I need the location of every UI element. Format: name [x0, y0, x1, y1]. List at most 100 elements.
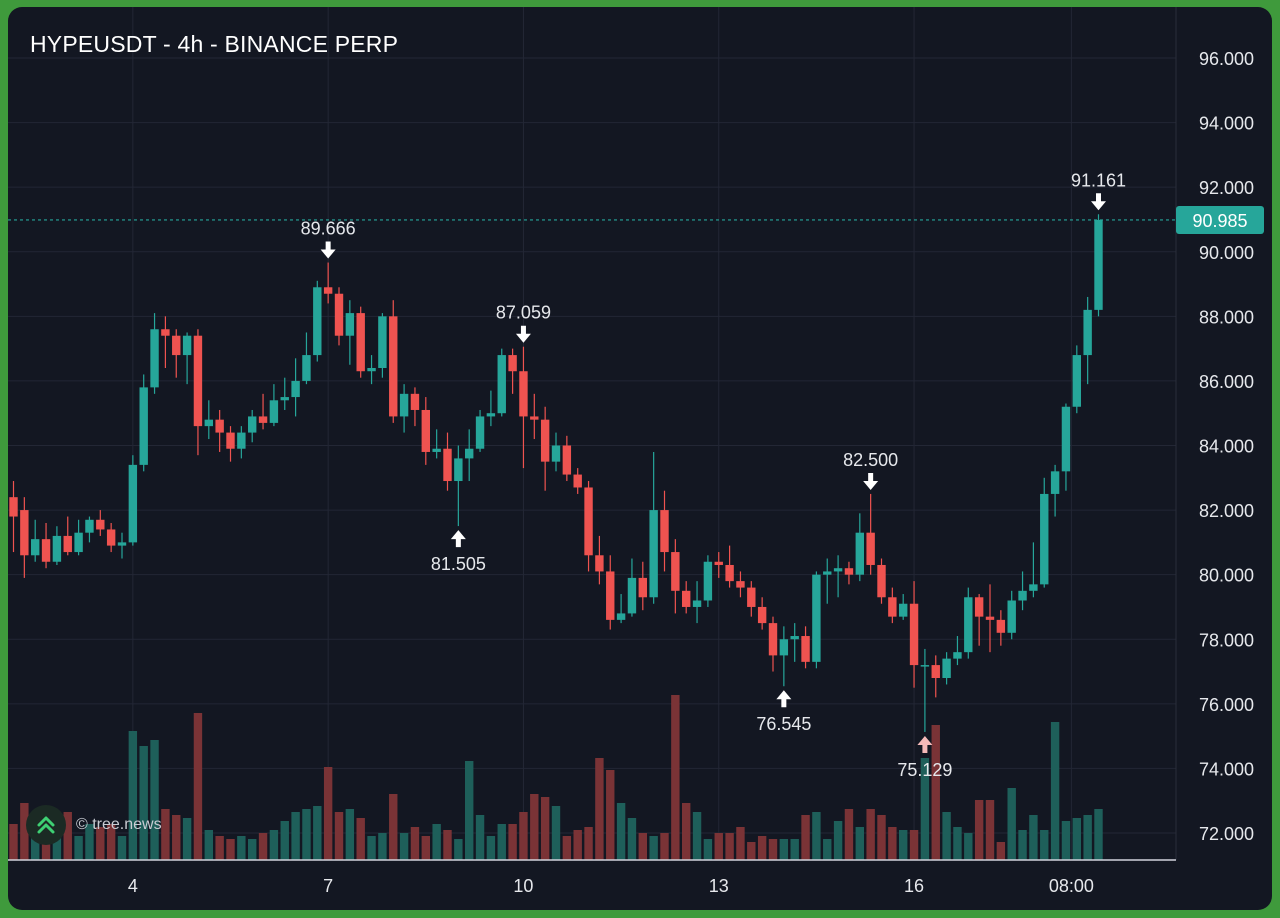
candle-body	[182, 335, 192, 356]
y-tick-label: 80.000	[1199, 566, 1254, 586]
candle	[1029, 542, 1038, 598]
volume-bar	[519, 812, 528, 860]
volume-bar	[139, 746, 148, 860]
volume-bar	[443, 830, 452, 860]
candle	[345, 300, 355, 365]
volume-bar	[974, 800, 984, 860]
candle	[931, 655, 940, 698]
candle-body	[150, 329, 159, 388]
arrow-up-icon	[776, 690, 792, 708]
candle	[313, 280, 322, 362]
candle	[291, 358, 300, 417]
volume-bar	[877, 815, 886, 860]
candle-body	[486, 413, 496, 417]
candle	[530, 393, 539, 440]
candle-body	[931, 665, 940, 678]
candlestick-chart[interactable]: 96.000 94.000 92.000 90.000 88.000 86.000 84.0…	[8, 7, 1272, 910]
volume-bar	[215, 836, 224, 860]
candle	[486, 390, 496, 427]
candle-body	[768, 623, 778, 656]
candle-body	[855, 532, 864, 575]
volume-bar	[237, 836, 246, 860]
x-tick-label: 10	[513, 876, 533, 896]
candle-body	[888, 597, 897, 617]
candle	[551, 432, 561, 472]
candle-body	[475, 416, 485, 449]
candle	[1072, 345, 1081, 414]
volume-bar	[475, 815, 485, 860]
volume-bar	[779, 839, 789, 860]
candle-body	[660, 510, 669, 553]
candle	[1050, 464, 1060, 517]
volume-bar	[497, 824, 506, 860]
last-price-tag	[1176, 205, 1264, 234]
arrow-up-icon	[450, 530, 466, 548]
candle-body	[443, 448, 452, 482]
candle	[562, 435, 572, 482]
candle	[974, 594, 984, 646]
volume-bar	[714, 833, 723, 860]
candle-body	[606, 571, 615, 620]
candle-body	[323, 287, 333, 294]
volume-bar	[1083, 815, 1092, 860]
candle	[378, 313, 387, 378]
candle	[540, 406, 550, 491]
candle-body	[454, 458, 463, 482]
volume-bar	[909, 830, 919, 860]
candle-body	[519, 371, 528, 417]
candle	[638, 561, 647, 611]
volume-bar	[367, 836, 376, 860]
volume-bar	[280, 821, 289, 860]
volume-bar	[551, 806, 561, 860]
candle	[508, 348, 517, 394]
candle	[725, 545, 734, 588]
watermark-text: © tree.news	[76, 816, 162, 833]
candle-body	[833, 568, 843, 572]
candle-body	[551, 445, 561, 462]
candle-body	[1050, 471, 1060, 494]
candle	[269, 384, 279, 427]
candle-body	[334, 293, 344, 336]
volume-bar	[74, 836, 83, 860]
volume-bar	[128, 731, 138, 860]
volume-bar	[302, 809, 311, 860]
candle	[1018, 571, 1027, 611]
annotation-label: 76.545	[756, 714, 811, 734]
candle-body	[389, 316, 398, 417]
candle-body	[20, 510, 29, 556]
x-tick-label: 13	[709, 876, 729, 896]
candle-body	[367, 368, 376, 372]
volume-bar	[432, 824, 441, 860]
candle-body	[801, 636, 810, 662]
candle-body	[1094, 219, 1103, 310]
volume-bar	[606, 770, 615, 860]
volume-bar	[725, 833, 734, 860]
candle-body	[899, 603, 908, 617]
volume-bar	[584, 827, 593, 860]
volume-bar	[823, 839, 832, 860]
candle-body	[85, 519, 94, 533]
chart-frame: 96.000 94.000 92.000 90.000 88.000 86.000 84.0…	[8, 7, 1272, 910]
volume-bar	[410, 827, 420, 860]
volume-bar	[931, 725, 940, 860]
candle-body	[823, 571, 832, 575]
candle	[855, 513, 864, 582]
y-tick-label: 82.000	[1199, 501, 1254, 521]
candle	[747, 581, 756, 617]
volume-bar	[334, 812, 344, 860]
y-tick-label: 92.000	[1199, 178, 1254, 198]
candle-body	[540, 419, 550, 462]
x-tick-label: 16	[904, 876, 924, 896]
candle-body	[964, 597, 973, 653]
candle	[9, 481, 18, 553]
candle	[909, 581, 919, 688]
volume-bar	[96, 827, 105, 860]
volume-bar	[204, 830, 213, 860]
volume-bar	[399, 833, 409, 860]
candle	[888, 587, 897, 624]
candle	[866, 493, 875, 575]
candle	[465, 429, 474, 482]
candle-body	[172, 335, 181, 356]
annotation-label: 81.505	[431, 554, 486, 574]
candle-body	[790, 636, 799, 640]
